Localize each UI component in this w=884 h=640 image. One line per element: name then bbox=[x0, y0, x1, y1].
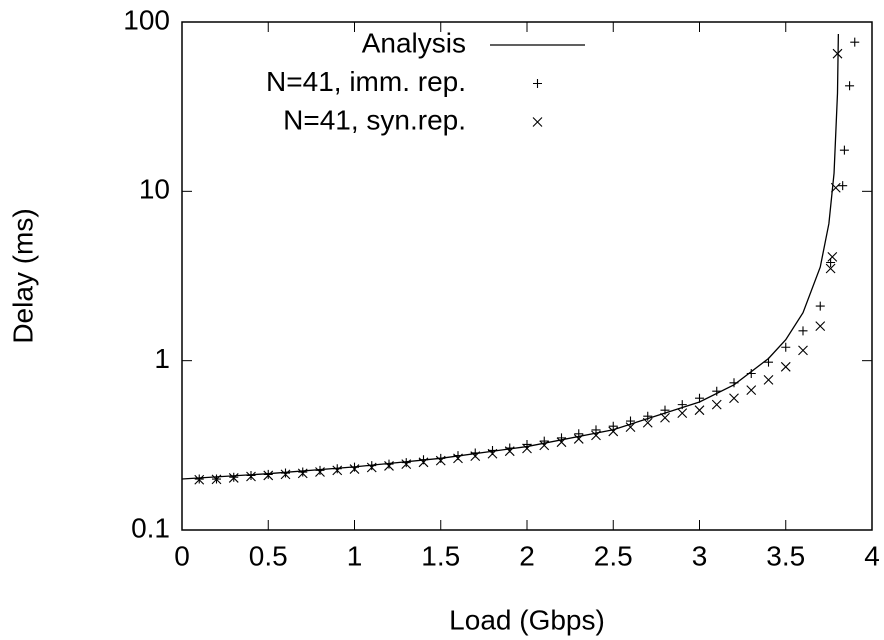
data-point bbox=[850, 37, 860, 47]
data-point bbox=[838, 181, 848, 191]
data-point bbox=[332, 464, 342, 474]
data-point bbox=[608, 426, 619, 437]
x-tick-label: 1 bbox=[347, 540, 363, 571]
x-axis-label: Load (Gbps) bbox=[449, 604, 605, 635]
data-point bbox=[660, 412, 670, 423]
data-point bbox=[798, 326, 808, 336]
data-point bbox=[384, 461, 394, 471]
data-point bbox=[539, 440, 550, 451]
data-point bbox=[729, 378, 739, 388]
data-point bbox=[401, 459, 412, 469]
data-point bbox=[350, 462, 359, 472]
y-tick-label: 10 bbox=[139, 174, 170, 205]
data-point bbox=[246, 471, 256, 482]
data-point bbox=[246, 470, 256, 480]
data-point bbox=[574, 429, 584, 439]
data-point bbox=[280, 469, 291, 480]
data-point bbox=[729, 393, 739, 404]
data-point bbox=[436, 453, 446, 463]
data-point bbox=[504, 446, 515, 457]
data-point bbox=[625, 422, 636, 433]
data-point bbox=[298, 467, 308, 477]
data-point bbox=[642, 417, 653, 428]
y-tick-label: 1 bbox=[154, 343, 170, 374]
data-point bbox=[367, 461, 377, 471]
data-point bbox=[643, 411, 653, 421]
legend-label: Analysis bbox=[362, 27, 466, 58]
data-point bbox=[384, 459, 394, 469]
data-point bbox=[764, 357, 773, 367]
data-point bbox=[453, 453, 463, 464]
data-point bbox=[832, 48, 843, 59]
data-point bbox=[845, 81, 855, 91]
data-point bbox=[798, 345, 808, 356]
data-point bbox=[781, 342, 791, 352]
y-tick-label: 0.1 bbox=[131, 512, 170, 543]
data-point bbox=[746, 385, 757, 396]
data-point bbox=[522, 443, 532, 454]
data-point bbox=[815, 301, 825, 311]
x-tick-label: 3.5 bbox=[766, 540, 805, 571]
data-point bbox=[591, 425, 601, 435]
data-point bbox=[539, 436, 549, 446]
legend-swatch bbox=[533, 79, 542, 88]
x-tick-label: 0.5 bbox=[249, 540, 288, 571]
data-point bbox=[332, 465, 343, 476]
data-point bbox=[825, 263, 836, 274]
data-point bbox=[826, 257, 836, 267]
legend-label: N=41, syn.rep. bbox=[283, 104, 466, 135]
data-point bbox=[711, 399, 722, 410]
y-axis-label: Delay (ms) bbox=[7, 208, 38, 343]
data-point bbox=[487, 448, 498, 459]
data-point bbox=[839, 145, 849, 155]
x-tick-label: 1.5 bbox=[421, 540, 460, 571]
data-point bbox=[746, 368, 756, 378]
data-point bbox=[211, 474, 222, 485]
data-point bbox=[763, 374, 774, 385]
data-point bbox=[470, 451, 481, 462]
data-point bbox=[780, 361, 791, 372]
legend-label: N=41, imm. rep. bbox=[266, 66, 466, 97]
data-point bbox=[228, 473, 239, 483]
data-point bbox=[435, 455, 446, 466]
data-point bbox=[815, 321, 826, 331]
data-point bbox=[827, 252, 838, 262]
legend-swatch bbox=[532, 117, 543, 127]
data-point bbox=[830, 182, 841, 193]
data-point bbox=[573, 434, 584, 444]
data-point bbox=[556, 437, 567, 448]
data-point bbox=[418, 457, 429, 468]
data-point bbox=[557, 433, 566, 443]
data-point bbox=[694, 405, 705, 416]
data-point bbox=[315, 465, 325, 475]
data-point bbox=[677, 400, 687, 410]
data-point bbox=[677, 408, 688, 419]
data-point bbox=[297, 468, 308, 479]
data-point bbox=[194, 474, 205, 485]
data-point bbox=[315, 467, 325, 477]
data-point bbox=[366, 462, 377, 473]
data-point bbox=[608, 421, 618, 431]
data-point bbox=[263, 469, 273, 479]
data-point bbox=[712, 386, 722, 396]
x-tick-label: 3 bbox=[692, 540, 708, 571]
x-tick-label: 4 bbox=[864, 540, 880, 571]
data-point bbox=[401, 458, 411, 468]
data-point bbox=[660, 405, 670, 415]
data-point bbox=[626, 416, 635, 426]
data-point bbox=[263, 470, 274, 481]
data-point bbox=[281, 468, 290, 478]
x-tick-label: 2 bbox=[519, 540, 535, 571]
x-tick-label: 2.5 bbox=[594, 540, 633, 571]
data-point bbox=[349, 464, 360, 474]
data-point bbox=[591, 430, 601, 441]
data-point bbox=[522, 439, 532, 449]
data-point bbox=[695, 393, 704, 403]
analysis-line bbox=[181, 33, 840, 480]
y-tick-label: 100 bbox=[123, 4, 170, 35]
x-tick-label: 0 bbox=[174, 540, 190, 571]
plot-frame bbox=[181, 21, 873, 531]
